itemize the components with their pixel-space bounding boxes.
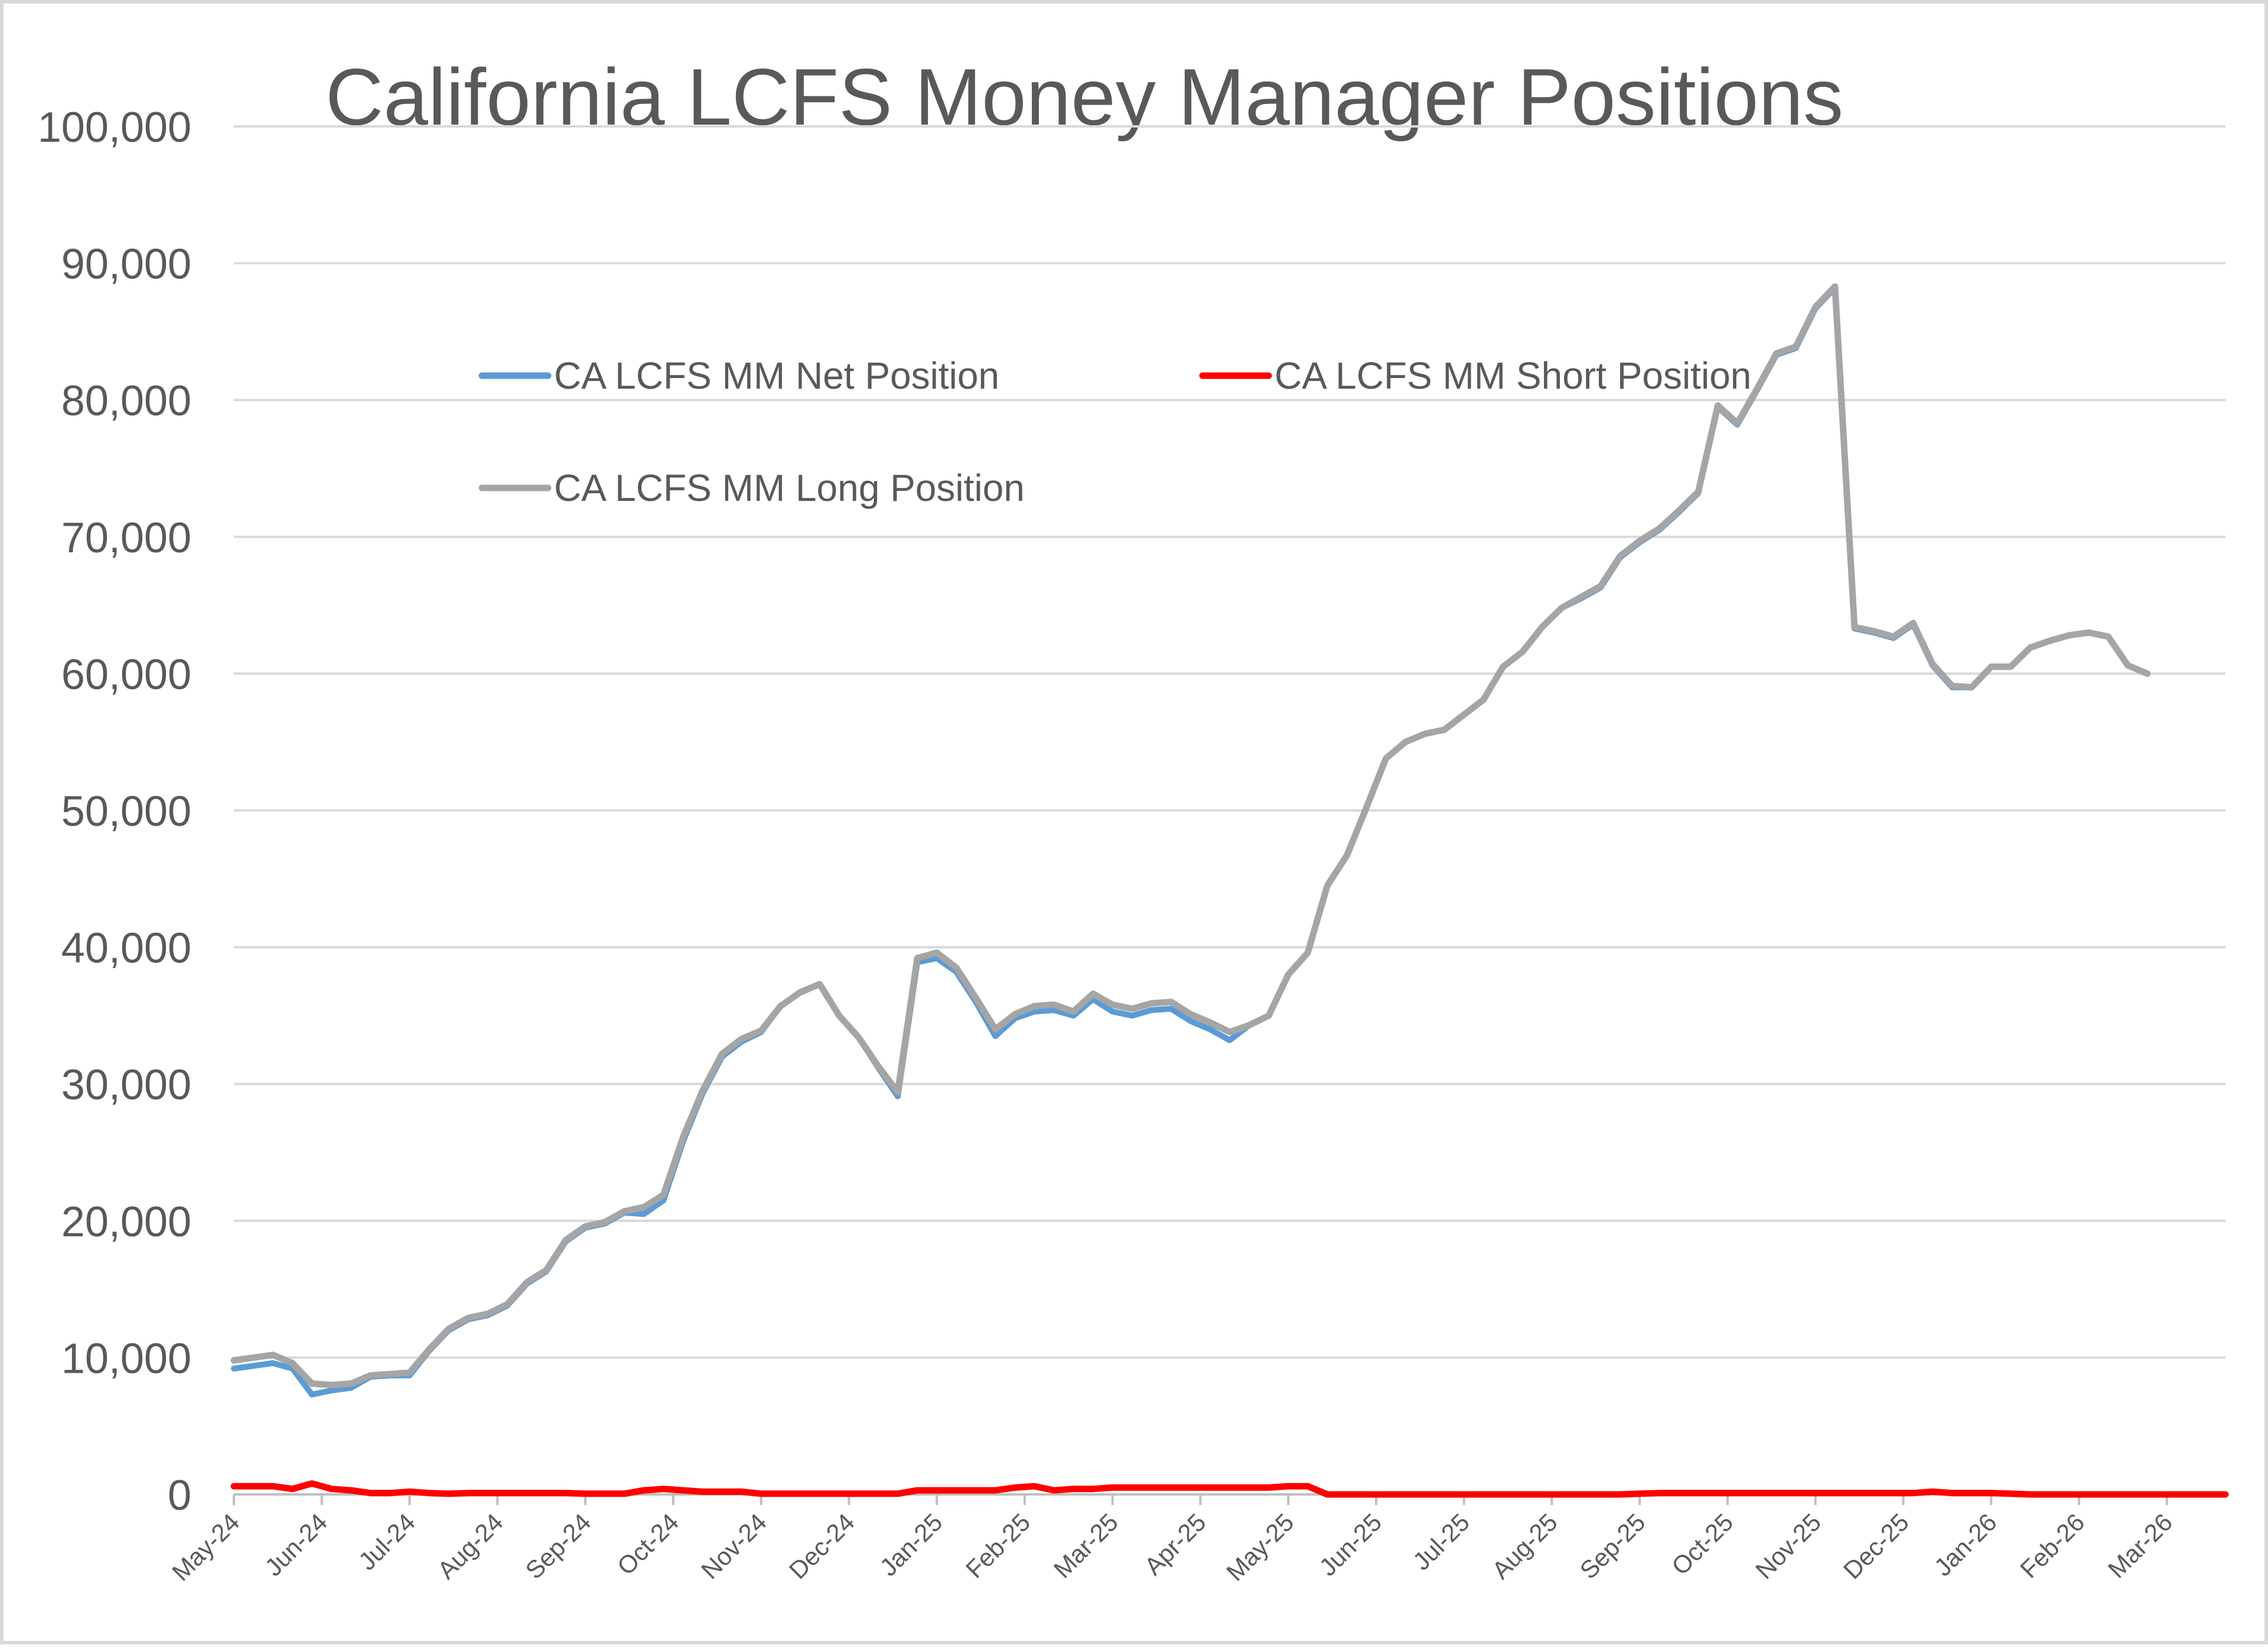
x-tick-label: May-24 [167, 1508, 245, 1586]
x-tick-label: Oct-24 [612, 1508, 684, 1580]
x-tick-label: Jan-26 [1929, 1508, 2002, 1581]
x-tick-label: Jun-25 [1314, 1508, 1387, 1581]
legend-entry: CA LCFS MM Long Position [478, 467, 1025, 509]
x-tick-label: Jan-25 [874, 1508, 947, 1581]
legend-entry: CA LCFS MM Short Position [1199, 354, 1751, 397]
y-tick-label: 0 [168, 1472, 191, 1519]
line-chart: California LCFS Money Manager Positions … [38, 52, 2229, 1586]
x-tick-label: Sep-25 [1575, 1508, 1651, 1584]
x-tick-label: Nov-25 [1750, 1508, 1826, 1584]
y-tick-label: 30,000 [61, 1061, 191, 1109]
y-tick-label: 40,000 [61, 925, 191, 972]
y-tick-label: 70,000 [61, 514, 191, 562]
y-tick-label: 60,000 [61, 651, 191, 698]
x-axis: May-24 Jun-24 Jul-24 Aug-24 Sep-24 Oct-24 Nov-… [167, 1493, 2225, 1586]
x-tick-label: Aug-25 [1487, 1508, 1563, 1584]
y-tick-label: 80,000 [61, 377, 191, 425]
chart-title: California LCFS Money Manager Positions [325, 52, 1843, 142]
x-tick-label: Apr-25 [1139, 1508, 1211, 1580]
legend-label: CA LCFS MM Short Position [1275, 354, 1751, 397]
series-line-ca-lcfs-mm-long-position [230, 283, 2151, 1389]
x-tick-label: Jul-25 [1407, 1508, 1475, 1575]
y-tick-label: 100,000 [38, 104, 191, 151]
y-tick-label: 50,000 [61, 788, 191, 835]
x-tick-label: Feb-25 [960, 1508, 1035, 1583]
x-tick-label: Dec-24 [784, 1508, 860, 1584]
series-lines [230, 283, 2229, 1498]
legend: CA LCFS MM Net Position CA LCFS MM Short … [478, 354, 1751, 509]
gridlines [234, 125, 2225, 1359]
x-tick-label: Aug-24 [432, 1508, 509, 1584]
x-tick-label: Dec-25 [1838, 1508, 1914, 1584]
series-line-ca-lcfs-mm-short-position [230, 1480, 2229, 1498]
x-tick-label: Sep-24 [520, 1508, 596, 1584]
legend-label: CA LCFS MM Net Position [554, 354, 999, 397]
x-tick-label: Mar-25 [1048, 1508, 1123, 1583]
y-axis: 0 10,000 20,000 30,000 40,000 50,000 60,000 70,… [38, 104, 191, 1519]
x-tick-label: May-25 [1221, 1508, 1299, 1586]
y-tick-label: 90,000 [61, 241, 191, 288]
legend-entry: CA LCFS MM Net Position [478, 354, 999, 397]
x-tick-label: Oct-25 [1666, 1508, 1738, 1580]
legend-label: CA LCFS MM Long Position [554, 467, 1025, 509]
y-tick-label: 20,000 [61, 1198, 191, 1246]
series-line-ca-lcfs-mm-net-position [231, 285, 2150, 1398]
x-tick-label: Jul-24 [353, 1508, 421, 1575]
x-tick-label: Jun-24 [259, 1508, 333, 1581]
y-tick-label: 10,000 [61, 1335, 191, 1382]
x-tick-label: Nov-24 [696, 1508, 772, 1584]
x-tick-label: Feb-26 [2015, 1508, 2090, 1583]
x-tick-label: Mar-26 [2103, 1508, 2178, 1583]
